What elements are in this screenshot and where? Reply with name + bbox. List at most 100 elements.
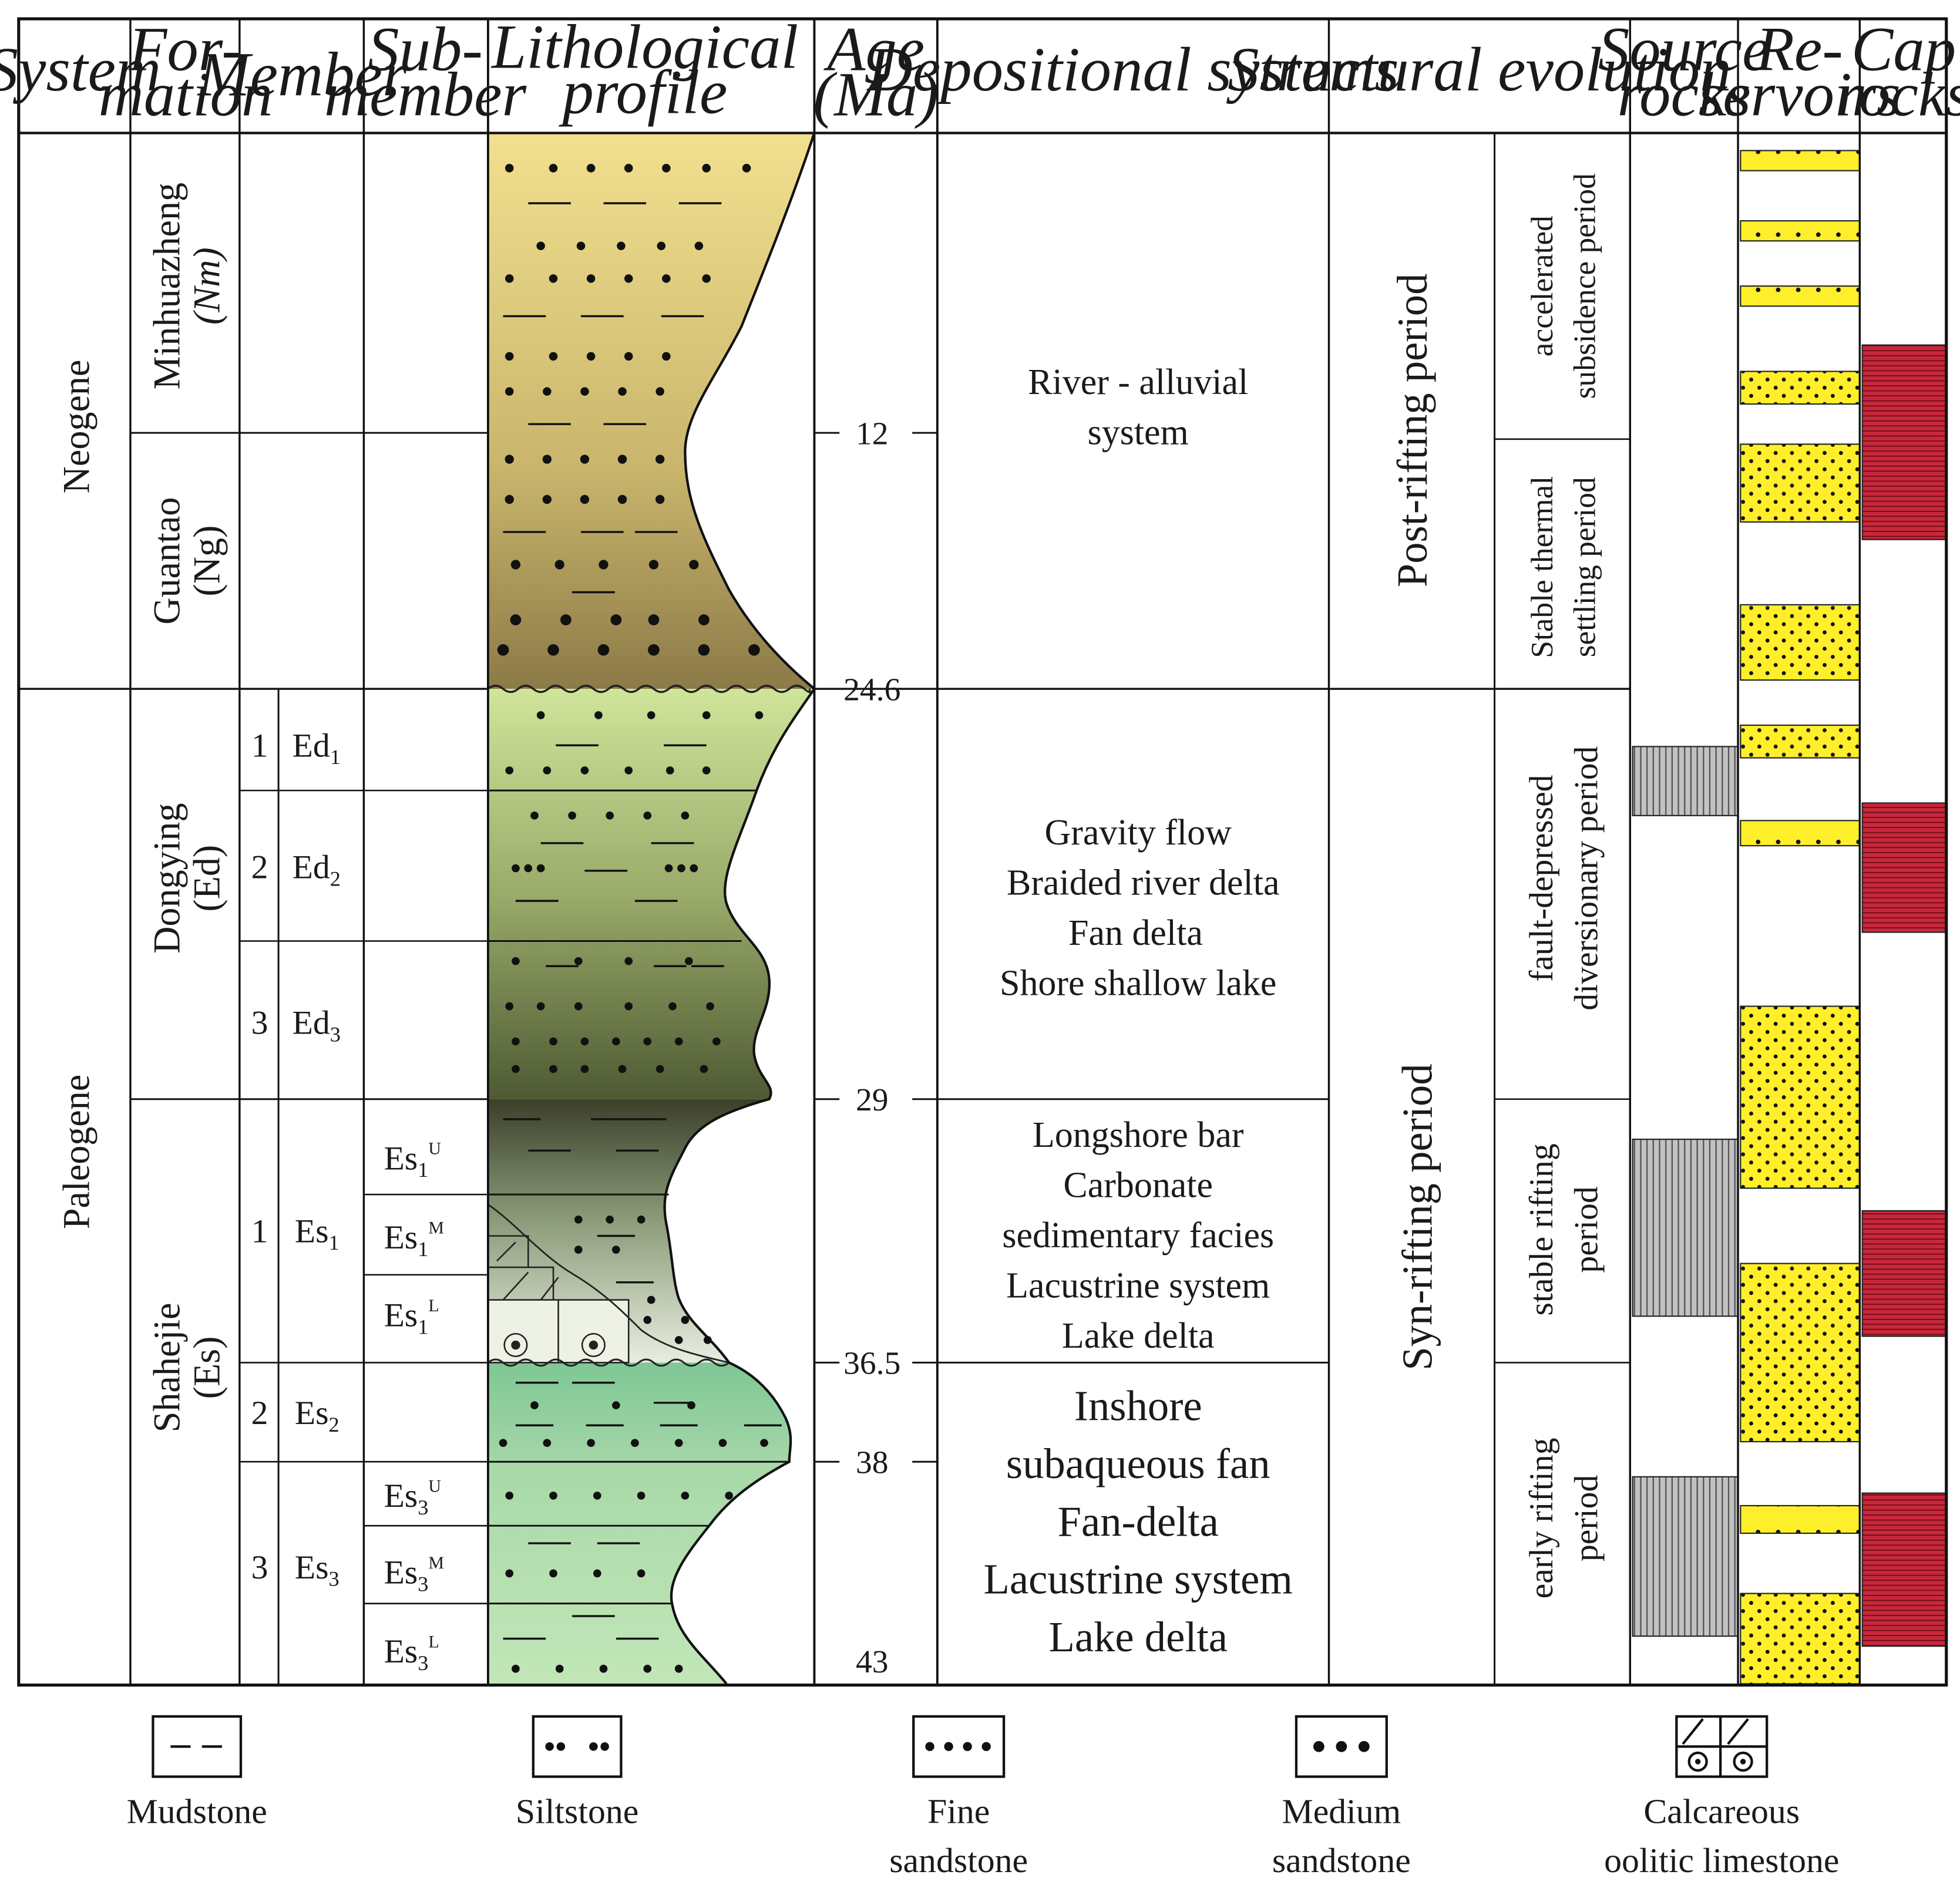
- header-depositional: Depositional systems: [866, 35, 1399, 105]
- legend-limestone-line: [1727, 1718, 1749, 1745]
- member-num: 1: [251, 1213, 268, 1250]
- member-code-sub: 1: [330, 745, 341, 769]
- dep-es1-line: Lake delta: [1062, 1316, 1215, 1356]
- litho-grain: [674, 1336, 683, 1344]
- formation-labels: Minhuazheng (Nm) Guantao (Ng) Dongying (…: [146, 183, 227, 1432]
- cap-rock-band: [1861, 1492, 1947, 1647]
- dep-es23-line: Inshore: [1074, 1382, 1202, 1430]
- legend-medium-sandstone-label-1: Medium: [1282, 1792, 1401, 1831]
- depositional-es23: Inshore subaqueous fan Fan-delta Lacustr…: [984, 1382, 1293, 1661]
- formation-guantao: Guantao: [146, 497, 187, 625]
- litho-grain: [536, 1002, 545, 1011]
- litho-grain: [524, 864, 533, 873]
- submember-sup: L: [428, 1296, 439, 1315]
- header-formation-2: mation: [99, 60, 273, 130]
- member-code: Es1: [295, 1213, 339, 1254]
- litho-grain: [648, 614, 660, 625]
- litho-grain: [702, 274, 711, 283]
- litho-grain: [612, 1401, 620, 1409]
- litho-contact-line: [488, 1204, 729, 1364]
- legend-mudstone: Mudstone: [127, 1715, 267, 1831]
- litho-grain: [512, 1065, 520, 1073]
- dep-es23-line: Lake delta: [1049, 1613, 1228, 1661]
- member-code-base: Es: [295, 1549, 329, 1586]
- structural-syn-rifting: Syn-rifting period: [1394, 1063, 1441, 1370]
- litho-grain: [617, 455, 627, 464]
- legend-fine-sandstone-label-1: Fine: [927, 1792, 990, 1831]
- litho-grain: [505, 1002, 514, 1011]
- litho-grain: [674, 1664, 683, 1673]
- litho-grain: [668, 1002, 677, 1011]
- litho-grain: [657, 241, 666, 251]
- legend-medium-sandstone-dot: [1358, 1741, 1370, 1752]
- litho-grain: [655, 494, 665, 504]
- header-submember-2: member: [324, 60, 527, 130]
- litho-grain: [674, 1037, 683, 1046]
- structural-post-rifting: Post-rifting period: [1389, 274, 1436, 588]
- header-cap-1: Cap: [1851, 15, 1956, 85]
- litho-grain: [555, 1664, 564, 1673]
- litho-grain: [662, 164, 671, 173]
- legend-ooid-icon: [1733, 1751, 1753, 1772]
- legend-siltstone-dot: [589, 1742, 598, 1751]
- reservoir-band: [1740, 1593, 1861, 1685]
- litho-grain: [580, 1037, 589, 1046]
- legend-medium-sandstone: Medium sandstone: [1272, 1715, 1411, 1880]
- member-labels: 1 Ed1 2 Ed2 3 Ed3 1 Es1 2 Es2 3 Es3: [251, 727, 341, 1590]
- age-tick-label: 12: [856, 415, 889, 452]
- litho-grain: [505, 274, 514, 283]
- litho-grain: [505, 494, 514, 504]
- legend-medium-sandstone-label-2: sandstone: [1272, 1841, 1411, 1880]
- age-tick-label: 36.5: [843, 1345, 900, 1382]
- member-code: Ed1: [293, 727, 341, 769]
- reservoir-band: [1740, 220, 1861, 242]
- litho-grain: [655, 387, 664, 396]
- legend-fine-sandstone-dot: [981, 1742, 991, 1751]
- member-code: Ed2: [293, 849, 341, 891]
- reservoirs-column: [1740, 150, 1861, 1685]
- litho-grain: [648, 560, 659, 570]
- stage-early-rifting-2: period: [1568, 1475, 1605, 1562]
- member-code: Es3: [295, 1549, 339, 1591]
- legend-medium-sandstone-dot: [1313, 1741, 1324, 1752]
- litho-grain: [637, 1492, 646, 1500]
- litho-grain: [702, 766, 711, 775]
- litho-grain: [702, 711, 711, 719]
- reservoir-band: [1740, 724, 1861, 759]
- age-tick-label: 43: [856, 1644, 889, 1680]
- litho-grain: [530, 811, 539, 820]
- litho-grain: [677, 864, 685, 873]
- litho-grain: [505, 387, 514, 396]
- litho-grain: [505, 1492, 514, 1500]
- header-source-1: Source: [1598, 15, 1770, 85]
- litho-grain: [612, 1037, 620, 1046]
- litho-grain: [547, 644, 559, 656]
- reservoir-band: [1740, 1263, 1861, 1443]
- litho-grain: [702, 164, 711, 173]
- litho-grain: [618, 387, 627, 396]
- litho-grain: [689, 560, 699, 570]
- stage-early-rifting-1: early rifting: [1523, 1438, 1560, 1598]
- litho-grain: [549, 274, 558, 283]
- litho-grain: [580, 455, 590, 464]
- legend-fine-sandstone-dot: [944, 1742, 953, 1751]
- litho-grain: [499, 1439, 507, 1448]
- header-submember-1: Sub-: [368, 15, 483, 85]
- depositional-systems: River - alluvial system Gravity flow Bra…: [1000, 362, 1279, 1356]
- member-code-base: Ed: [293, 849, 330, 886]
- submember-sup: M: [428, 1218, 444, 1237]
- cap-rock-band: [1861, 344, 1947, 540]
- header-structural: Structural evolution: [1228, 35, 1732, 105]
- litho-grain: [624, 274, 633, 283]
- litho-grain: [586, 274, 596, 283]
- dep-dongying-line: Fan delta: [1068, 913, 1203, 953]
- table-grid: [17, 17, 1948, 1687]
- litho-grain: [574, 1246, 583, 1254]
- header-source-2: rocks: [1617, 60, 1750, 130]
- legend-siltstone-label: Siltstone: [516, 1792, 638, 1831]
- litho-grain: [718, 1439, 727, 1448]
- submember-label: Es1U: [384, 1139, 441, 1182]
- submember-labels: Es1U Es1M Es1L Es3U Es3M Es3L: [384, 1139, 444, 1675]
- cap-rock-band: [1861, 1210, 1947, 1337]
- litho-grain: [643, 1664, 652, 1673]
